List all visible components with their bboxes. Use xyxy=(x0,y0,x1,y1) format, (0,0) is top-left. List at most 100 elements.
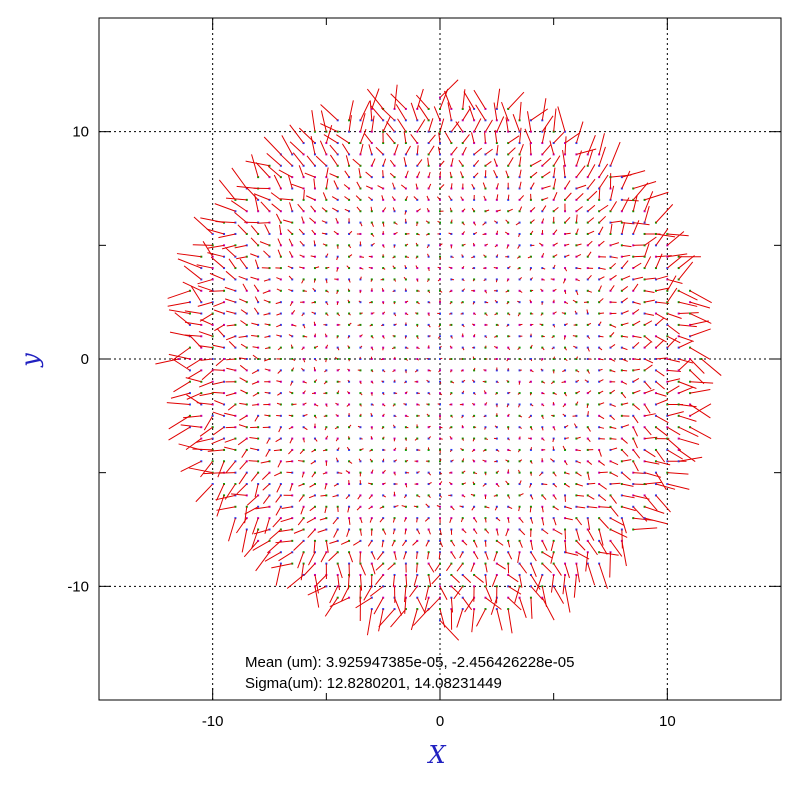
vector-arrow xyxy=(621,170,646,178)
vector-arrow xyxy=(288,334,293,337)
x-axis-label: X xyxy=(426,741,446,769)
vector-arrow xyxy=(428,563,435,573)
vector-arrow xyxy=(563,336,566,340)
vector-arrow xyxy=(562,369,566,373)
vector-arrow xyxy=(587,150,593,166)
vector-arrow xyxy=(689,313,712,324)
vector-arrow xyxy=(333,483,338,487)
vector-arrow xyxy=(462,574,472,584)
vector-arrow xyxy=(382,158,387,166)
vector-arrow xyxy=(291,367,295,371)
vector-arrow xyxy=(644,495,658,511)
vector-arrow xyxy=(485,586,493,602)
vector-arrow xyxy=(587,290,592,293)
vector-arrow xyxy=(207,449,225,452)
vector-arrow xyxy=(553,178,557,189)
vector-arrow xyxy=(460,196,464,201)
vector-arrow xyxy=(470,493,475,496)
vector-arrow xyxy=(530,277,534,280)
vector-arrow xyxy=(493,220,498,224)
vector-arrow xyxy=(249,447,259,451)
vector-arrow xyxy=(644,290,655,294)
vector-arrow xyxy=(240,309,248,314)
vector-arrow xyxy=(507,194,510,200)
vector-arrow xyxy=(348,424,352,428)
vector-arrow xyxy=(277,347,282,351)
vector-arrow xyxy=(291,358,296,362)
vector-arrow xyxy=(155,358,179,365)
vector-arrow xyxy=(415,256,418,259)
vector-arrow xyxy=(183,265,202,280)
vector-arrow xyxy=(371,115,375,132)
vector-arrow xyxy=(381,540,384,548)
vector-arrow xyxy=(177,258,202,269)
vector-arrow xyxy=(313,321,316,326)
vector-arrow xyxy=(287,175,293,189)
vector-arrow xyxy=(472,279,475,282)
vector-arrow xyxy=(276,277,282,280)
vector-arrow xyxy=(227,404,236,411)
vector-arrow xyxy=(320,551,327,563)
vector-arrow xyxy=(610,201,617,212)
vector-arrow xyxy=(437,403,441,405)
vector-arrow xyxy=(325,178,329,189)
vector-arrow xyxy=(319,140,327,155)
vector-arrow xyxy=(382,436,385,439)
vector-arrow xyxy=(369,517,373,523)
vector-arrow xyxy=(598,449,602,457)
vector-arrow xyxy=(301,216,305,223)
vector-arrow xyxy=(381,324,384,327)
vector-arrow xyxy=(275,438,282,443)
vector-arrow xyxy=(425,540,430,547)
vector-arrow xyxy=(228,341,236,348)
vector-arrow xyxy=(358,168,361,178)
vector-arrow xyxy=(530,461,533,464)
axes xyxy=(98,17,782,701)
vector-arrow xyxy=(564,136,567,155)
vector-arrow xyxy=(599,551,619,556)
vector-arrow xyxy=(394,84,398,109)
vector-arrow xyxy=(460,369,463,372)
vector-arrow xyxy=(276,483,282,493)
vector-arrow xyxy=(496,183,499,189)
vector-arrow xyxy=(246,495,259,506)
vector-arrow xyxy=(456,563,464,572)
vector-arrow xyxy=(655,472,667,490)
vector-arrow xyxy=(382,207,387,212)
vector-arrow xyxy=(264,551,282,562)
vector-arrow xyxy=(405,170,409,178)
vector-arrow xyxy=(278,426,282,433)
vector-arrow xyxy=(462,540,468,546)
vector-arrow xyxy=(550,458,554,462)
vector-arrow xyxy=(632,220,640,235)
vector-arrow xyxy=(610,415,615,421)
vector-arrow xyxy=(389,159,395,167)
vector-arrow xyxy=(360,312,363,315)
vector-arrow xyxy=(576,517,583,526)
vector-arrow xyxy=(609,552,611,578)
vector-arrow xyxy=(519,195,525,201)
vector-arrow xyxy=(304,172,316,178)
vector-arrow xyxy=(240,389,247,394)
vector-arrow xyxy=(633,222,650,226)
vector-arrow xyxy=(344,170,350,178)
vector-arrow xyxy=(416,597,425,612)
vector-arrow xyxy=(530,404,534,407)
vector-arrow xyxy=(403,552,407,560)
vector-arrow xyxy=(415,265,418,269)
vector-arrow xyxy=(405,391,408,394)
vector-arrow xyxy=(507,574,519,583)
vector-arrow xyxy=(221,244,236,250)
vector-arrow xyxy=(276,380,281,383)
vector-arrow xyxy=(462,107,472,121)
vector-arrow xyxy=(439,243,443,246)
vector-arrow xyxy=(392,574,396,587)
vector-arrow xyxy=(482,222,486,226)
vector-arrow xyxy=(553,155,561,167)
vector-arrow xyxy=(542,278,545,281)
vector-arrow xyxy=(485,148,493,155)
y-tick-label: 0 xyxy=(81,351,89,368)
vector-arrow xyxy=(416,336,419,340)
vector-arrow xyxy=(553,495,557,500)
vector-arrow xyxy=(439,481,443,485)
